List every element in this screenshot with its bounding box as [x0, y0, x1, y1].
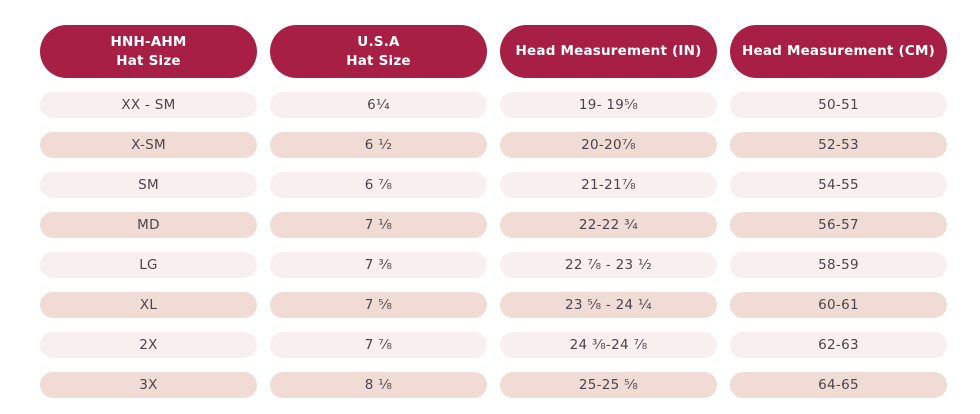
cell-hnh-ahm-size: XL [40, 292, 257, 318]
header-label-line1: HNH-AHM [110, 33, 187, 50]
cell-head-measurement-in: 22 ⁷⁄₈ - 23 ¹⁄₂ [500, 252, 717, 278]
table-row: 3X 8 ¹⁄₈ 25-25 ⁵⁄₈ 64-65 [40, 372, 947, 398]
cell-head-measurement-in: 25-25 ⁵⁄₈ [500, 372, 717, 398]
header-head-measurement-in: Head Measurement (IN) [500, 25, 717, 78]
cell-head-measurement-in: 22-22 ³⁄₄ [500, 212, 717, 238]
table-row: MD 7 ¹⁄₈ 22-22 ³⁄₄ 56-57 [40, 212, 947, 238]
header-label-line1: Head Measurement (CM) [742, 43, 935, 59]
header-label-line2: Hat Size [346, 52, 411, 69]
header-label-line1: Head Measurement (IN) [515, 43, 702, 59]
cell-usa-size: 7 ⁷⁄₈ [270, 332, 487, 358]
cell-hnh-ahm-size: SM [40, 172, 257, 198]
cell-usa-size: 7 ³⁄₈ [270, 252, 487, 278]
header-head-measurement-cm: Head Measurement (CM) [730, 25, 947, 78]
header-hnh-ahm-hat-size: HNH-AHM Hat Size [40, 25, 257, 78]
cell-head-measurement-cm: 50-51 [730, 92, 947, 118]
cell-usa-size: 7 ¹⁄₈ [270, 212, 487, 238]
table-row: LG 7 ³⁄₈ 22 ⁷⁄₈ - 23 ¹⁄₂ 58-59 [40, 252, 947, 278]
table-row: XX - SM 6¹⁄₄ 19- 19⁵⁄₈ 50-51 [40, 92, 947, 118]
header-usa-hat-size: U.S.A Hat Size [270, 25, 487, 78]
cell-hnh-ahm-size: XX - SM [40, 92, 257, 118]
cell-head-measurement-in: 23 ⁵⁄₈ - 24 ¹⁄₄ [500, 292, 717, 318]
cell-head-measurement-cm: 62-63 [730, 332, 947, 358]
cell-head-measurement-in: 20-20⁷⁄₈ [500, 132, 717, 158]
cell-usa-size: 7 ⁵⁄₈ [270, 292, 487, 318]
table-row: SM 6 ⁷⁄₈ 21-21⁷⁄₈ 54-55 [40, 172, 947, 198]
cell-head-measurement-in: 19- 19⁵⁄₈ [500, 92, 717, 118]
cell-head-measurement-cm: 64-65 [730, 372, 947, 398]
cell-head-measurement-cm: 58-59 [730, 252, 947, 278]
cell-head-measurement-cm: 60-61 [730, 292, 947, 318]
cell-hnh-ahm-size: X-SM [40, 132, 257, 158]
table-row: XL 7 ⁵⁄₈ 23 ⁵⁄₈ - 24 ¹⁄₄ 60-61 [40, 292, 947, 318]
cell-usa-size: 6 ⁷⁄₈ [270, 172, 487, 198]
cell-head-measurement-in: 21-21⁷⁄₈ [500, 172, 717, 198]
table-row: X-SM 6 ¹⁄₂ 20-20⁷⁄₈ 52-53 [40, 132, 947, 158]
cell-head-measurement-cm: 54-55 [730, 172, 947, 198]
cell-head-measurement-cm: 52-53 [730, 132, 947, 158]
table-header-row: HNH-AHM Hat Size U.S.A Hat Size Head Mea… [40, 25, 947, 78]
cell-hnh-ahm-size: 2X [40, 332, 257, 358]
cell-usa-size: 6¹⁄₄ [270, 92, 487, 118]
table-row: 2X 7 ⁷⁄₈ 24 ³⁄₈-24 ⁷⁄₈ 62-63 [40, 332, 947, 358]
header-label-line1: U.S.A [357, 33, 400, 50]
cell-head-measurement-cm: 56-57 [730, 212, 947, 238]
header-label-line2: Hat Size [116, 52, 181, 69]
cell-hnh-ahm-size: LG [40, 252, 257, 278]
cell-hnh-ahm-size: 3X [40, 372, 257, 398]
cell-usa-size: 8 ¹⁄₈ [270, 372, 487, 398]
cell-hnh-ahm-size: MD [40, 212, 257, 238]
cell-usa-size: 6 ¹⁄₂ [270, 132, 487, 158]
cell-head-measurement-in: 24 ³⁄₈-24 ⁷⁄₈ [500, 332, 717, 358]
